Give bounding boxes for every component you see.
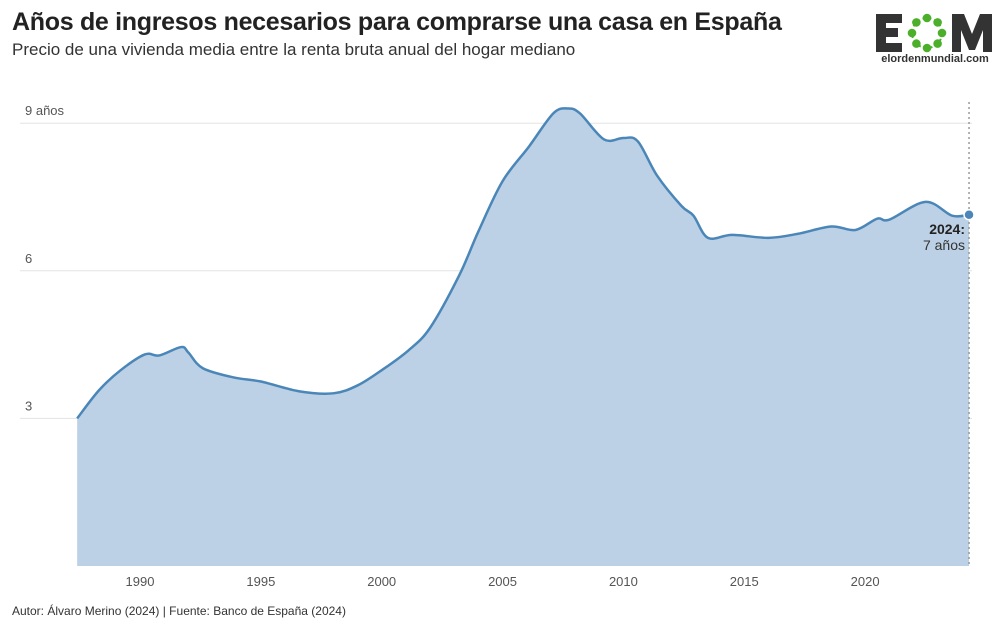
data-point bbox=[143, 352, 147, 356]
data-point bbox=[655, 174, 659, 178]
end-point[interactable] bbox=[963, 208, 975, 221]
x-tick-label: 2015 bbox=[730, 574, 759, 589]
data-point bbox=[232, 376, 236, 380]
data-point bbox=[679, 204, 683, 208]
x-tick-label: 1990 bbox=[126, 574, 155, 589]
y-tick-label: 3 bbox=[25, 398, 32, 413]
data-point bbox=[691, 214, 695, 218]
chart-title: Años de ingresos necesarios para comprar… bbox=[12, 8, 782, 36]
data-point bbox=[706, 236, 710, 240]
data-point bbox=[621, 136, 625, 140]
data-point bbox=[527, 144, 531, 148]
data-point bbox=[950, 214, 954, 218]
x-tick-label: 2020 bbox=[851, 574, 880, 589]
data-point bbox=[457, 274, 461, 278]
data-point bbox=[578, 111, 582, 115]
data-point bbox=[75, 416, 79, 420]
data-point bbox=[179, 345, 183, 349]
data-point bbox=[766, 236, 770, 240]
data-point bbox=[636, 139, 640, 143]
data-point bbox=[119, 368, 123, 372]
data-point bbox=[476, 229, 480, 233]
data-point bbox=[501, 179, 505, 183]
data-point bbox=[97, 388, 101, 392]
data-point bbox=[875, 217, 879, 221]
annotation-value: 7 años bbox=[923, 237, 965, 253]
data-point bbox=[887, 218, 891, 222]
logo-text: elordenmundial.com bbox=[881, 53, 989, 65]
chart-subtitle: Precio de una vivienda media entre la re… bbox=[12, 40, 576, 59]
data-point bbox=[602, 137, 606, 141]
x-tick-label: 2000 bbox=[367, 574, 396, 589]
data-point bbox=[730, 233, 734, 237]
eom-logo bbox=[876, 13, 992, 53]
footer-source: Autor: Álvaro Merino (2024) | Fuente: Ba… bbox=[12, 604, 346, 618]
data-point bbox=[566, 106, 570, 110]
data-point bbox=[157, 353, 161, 357]
data-point bbox=[853, 228, 857, 232]
data-point bbox=[795, 232, 799, 236]
data-point bbox=[298, 389, 302, 393]
x-tick-label: 2005 bbox=[488, 574, 517, 589]
y-tick-label: 9 años bbox=[25, 103, 65, 118]
data-point bbox=[259, 380, 263, 384]
data-point bbox=[380, 368, 384, 372]
data-point bbox=[924, 200, 928, 204]
data-point bbox=[356, 383, 360, 387]
data-point bbox=[829, 225, 833, 229]
data-point bbox=[331, 391, 335, 395]
x-tick-label: 1995 bbox=[246, 574, 275, 589]
data-point bbox=[551, 111, 555, 115]
y-tick-label: 6 bbox=[25, 251, 32, 266]
annotation-year: 2024: bbox=[929, 221, 965, 237]
data-point bbox=[186, 350, 190, 354]
x-tick-label: 2010 bbox=[609, 574, 638, 589]
series-line bbox=[76, 107, 970, 420]
data-point bbox=[406, 349, 410, 353]
area-fill bbox=[77, 108, 970, 567]
data-point bbox=[201, 366, 205, 370]
data-point bbox=[428, 326, 432, 330]
